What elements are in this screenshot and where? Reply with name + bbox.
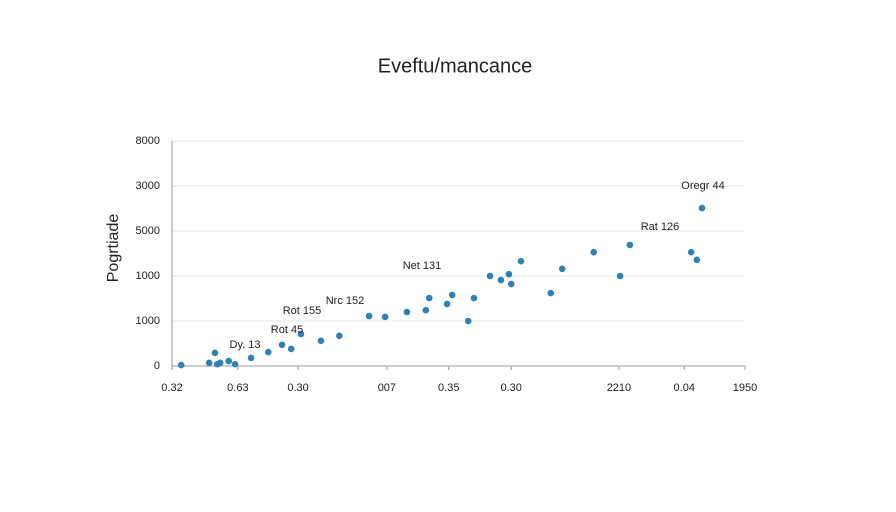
point (317, 337, 325, 345)
y-tick-label: 5000 (136, 225, 160, 237)
point (264, 348, 272, 356)
point (278, 341, 286, 349)
point (517, 257, 525, 265)
point (505, 270, 513, 278)
point (698, 204, 706, 212)
annotation: Rot 45 (271, 324, 303, 336)
x-tick-label: 2210 (607, 382, 631, 394)
annotation: Nrc 152 (326, 295, 365, 307)
point (381, 313, 389, 321)
y-tick-label: 8000 (136, 135, 160, 147)
y-tick-label: 0 (154, 360, 160, 372)
point (365, 312, 373, 320)
point (403, 308, 411, 316)
x-tick-label: 0.32 (161, 382, 182, 394)
point (687, 248, 695, 256)
annotation: Oregr 44 (681, 180, 724, 192)
point (216, 359, 224, 367)
x-tick-label: 0.63 (227, 382, 248, 394)
point (211, 349, 219, 357)
point (231, 360, 239, 368)
point (448, 291, 456, 299)
point (225, 357, 233, 365)
point (626, 241, 634, 249)
point (464, 317, 472, 325)
point (693, 256, 701, 264)
x-tick-label: 0.04 (674, 382, 695, 394)
point (616, 272, 624, 280)
x-tick-label: 0.30 (287, 382, 308, 394)
point (297, 330, 305, 338)
x-tick-label: 0.35 (438, 382, 459, 394)
x-tick-label: 007 (378, 382, 396, 394)
y-tick-label: 1000 (136, 270, 160, 282)
point (422, 306, 430, 314)
point (497, 276, 505, 284)
point (590, 248, 598, 256)
annotation: Rot 155 (283, 305, 322, 317)
annotation: Rat 126 (641, 221, 680, 233)
y-tick-label: 3000 (136, 180, 160, 192)
y-axis-label: Pogrtiade (105, 214, 122, 283)
point (470, 294, 478, 302)
point (336, 332, 343, 340)
annotation: Dy. 13 (230, 339, 261, 351)
point (177, 361, 185, 369)
x-tick-label: 1950 (733, 382, 757, 394)
point (558, 265, 566, 273)
point (507, 280, 515, 288)
point (247, 354, 255, 362)
point (425, 294, 433, 302)
point (486, 272, 494, 280)
point (205, 359, 213, 367)
chart-title: Eveftu/mancance (378, 55, 533, 77)
point (287, 345, 295, 353)
x-tick-label: 0.30 (501, 382, 522, 394)
annotation: Net 131 (403, 260, 442, 272)
y-tick-label: 1000 (136, 315, 160, 327)
point (547, 289, 555, 297)
point (443, 300, 451, 308)
